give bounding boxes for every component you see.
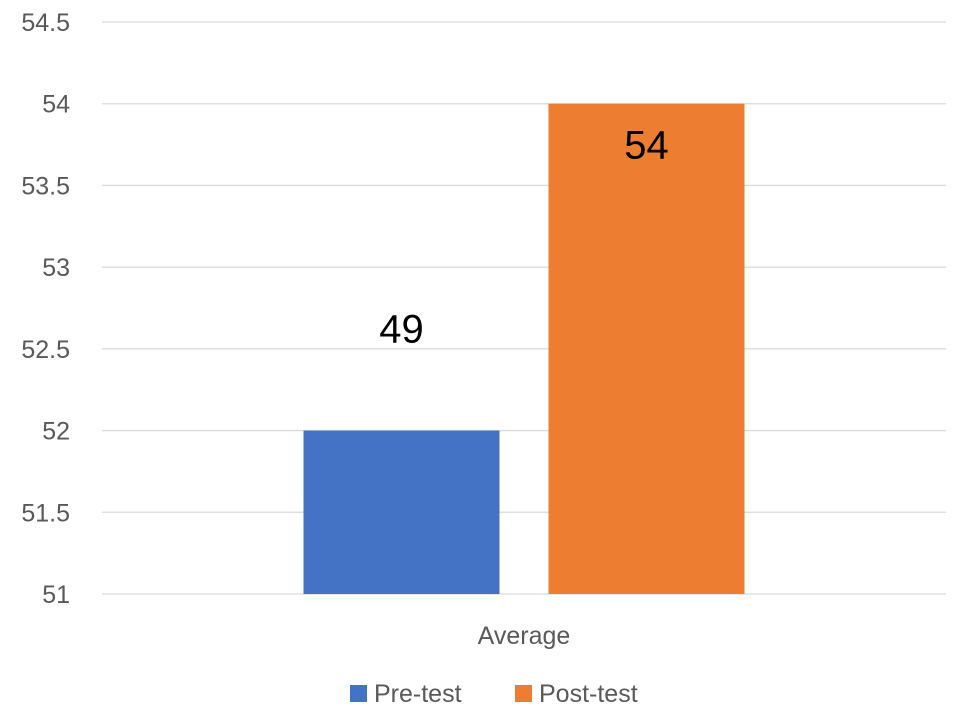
y-tick-label: 52 (42, 418, 70, 446)
legend-swatch-post-test (515, 685, 532, 702)
y-tick-label: 54 (42, 91, 70, 119)
y-tick-label: 53.5 (21, 172, 70, 200)
data-label: 49 (379, 308, 424, 352)
bar-post-test (548, 103, 745, 594)
data-labels: 49 54 (379, 124, 669, 352)
legend-label: Post-test (539, 680, 638, 708)
legend-swatch-pre-test (350, 685, 367, 702)
bar-pre-test (303, 430, 500, 594)
bars (303, 103, 745, 594)
data-label: 54 (624, 124, 669, 168)
y-axis-ticks: 51 51.5 52 52.5 53 53.5 54 54.5 (21, 9, 70, 609)
x-axis-ticks: Average (478, 622, 571, 650)
legend-label: Pre-test (374, 680, 462, 708)
gridlines (102, 21, 946, 595)
y-tick-label: 52.5 (21, 336, 70, 364)
legend: Pre-test Post-test (350, 680, 638, 708)
y-tick-label: 54.5 (21, 9, 70, 37)
y-tick-label: 53 (42, 254, 70, 282)
x-tick-label: Average (478, 622, 571, 650)
y-tick-label: 51.5 (21, 499, 70, 527)
y-tick-label: 51 (42, 581, 70, 609)
